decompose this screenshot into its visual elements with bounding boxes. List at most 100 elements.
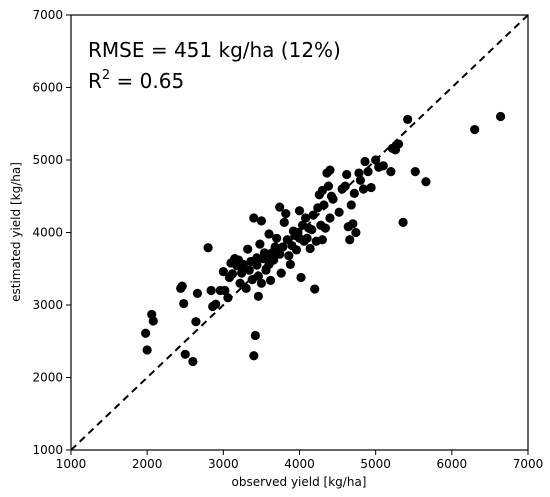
data-point xyxy=(349,188,359,198)
data-point xyxy=(323,181,334,191)
data-point xyxy=(386,167,396,177)
data-point xyxy=(279,217,289,227)
data-point xyxy=(358,184,369,194)
x-tick-label: 7000 xyxy=(513,457,544,471)
data-point xyxy=(218,267,228,277)
data-point xyxy=(206,285,216,296)
data-point xyxy=(256,216,267,226)
data-point xyxy=(269,255,279,265)
data-point xyxy=(345,235,355,245)
data-point xyxy=(378,161,388,171)
data-point xyxy=(278,242,288,252)
data-point xyxy=(188,356,198,367)
data-point xyxy=(393,139,404,149)
data-point xyxy=(325,213,335,223)
data-point xyxy=(244,265,254,275)
data-point xyxy=(275,249,285,259)
data-point xyxy=(177,281,187,291)
data-point xyxy=(302,233,312,243)
data-point xyxy=(363,167,373,177)
data-point xyxy=(180,349,190,359)
data-point xyxy=(272,233,282,243)
data-point xyxy=(250,330,260,341)
data-point xyxy=(410,167,420,177)
data-point xyxy=(328,194,338,204)
data-point xyxy=(307,225,317,235)
data-point xyxy=(253,271,263,281)
data-point xyxy=(317,235,327,245)
r2-prefix: R xyxy=(88,69,102,93)
x-tick-label: 1000 xyxy=(56,457,87,471)
data-point xyxy=(340,181,350,191)
data-point xyxy=(285,259,295,269)
axes: 1000 2000 3000 4000 5000 6000 7000 1000 2000 3000… xyxy=(32,8,543,471)
data-point xyxy=(249,351,259,361)
y-axis-label: estimated yield [kg/ha] xyxy=(9,162,23,302)
y-tick-label: 4000 xyxy=(32,226,63,240)
data-point xyxy=(366,182,376,193)
data-point xyxy=(223,293,233,303)
data-point xyxy=(355,175,366,185)
data-point xyxy=(142,345,152,355)
data-point xyxy=(348,219,358,229)
rmse-annotation: RMSE = 451 kg/ha (12%) xyxy=(88,38,341,62)
data-point xyxy=(325,165,335,175)
plot-area xyxy=(71,15,528,450)
x-tick-label: 4000 xyxy=(284,457,315,471)
data-point xyxy=(148,316,158,326)
data-point xyxy=(495,111,506,122)
data-point xyxy=(256,278,267,288)
data-point xyxy=(249,213,259,223)
data-point xyxy=(141,328,151,338)
data-point xyxy=(308,210,318,220)
data-point xyxy=(265,275,276,285)
data-point xyxy=(275,202,285,212)
x-tick-label: 5000 xyxy=(360,457,391,471)
r2-exponent: 2 xyxy=(102,68,110,83)
data-point xyxy=(300,213,311,223)
data-point xyxy=(227,269,238,279)
data-point xyxy=(296,272,306,283)
y-tick-label: 5000 xyxy=(32,153,63,167)
data-point xyxy=(179,298,189,309)
y-tick-label: 7000 xyxy=(32,8,63,22)
data-point xyxy=(398,217,408,227)
y-tick-label: 3000 xyxy=(32,298,63,312)
data-point xyxy=(203,243,213,253)
data-point xyxy=(320,223,330,233)
data-point xyxy=(264,229,274,239)
data-point xyxy=(235,278,245,288)
y-tick-label: 1000 xyxy=(32,443,63,457)
data-point xyxy=(354,168,364,178)
data-point xyxy=(319,200,329,210)
data-point xyxy=(310,284,320,294)
data-point xyxy=(421,177,431,187)
data-point xyxy=(291,245,302,255)
x-tick-label: 6000 xyxy=(437,457,468,471)
y-tick-label: 6000 xyxy=(32,81,63,95)
r2-value: = 0.65 xyxy=(110,69,184,93)
data-point xyxy=(276,268,286,278)
data-point xyxy=(294,206,305,216)
data-point xyxy=(305,243,315,254)
data-point xyxy=(334,207,344,217)
data-point xyxy=(346,200,356,210)
data-point xyxy=(211,299,221,309)
data-point xyxy=(470,124,480,135)
data-point xyxy=(192,288,203,298)
data-point xyxy=(220,285,230,296)
data-point xyxy=(191,317,201,327)
data-point xyxy=(255,239,265,249)
x-tick-label: 3000 xyxy=(208,457,239,471)
r2-annotation: R2 = 0.65 xyxy=(88,68,184,93)
data-point xyxy=(252,260,262,270)
data-point xyxy=(284,251,294,261)
data-point xyxy=(243,244,253,254)
data-point xyxy=(281,209,291,219)
data-point xyxy=(241,283,251,293)
data-point xyxy=(253,291,263,301)
x-axis-label: observed yield [kg/ha] xyxy=(232,475,367,489)
data-point xyxy=(360,156,370,167)
